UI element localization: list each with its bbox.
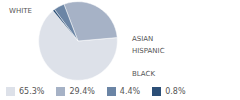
html-text:4.4%: 4.4%: [119, 86, 141, 96]
svg-text:WHITE: WHITE: [9, 7, 32, 15]
svg-text:ASIAN: ASIAN: [132, 35, 153, 43]
html-text:65.3%: 65.3%: [19, 86, 45, 96]
svg-text:HISPANIC: HISPANIC: [132, 47, 165, 55]
html-text:0.8%: 0.8%: [165, 86, 186, 96]
html-text:29.4%: 29.4%: [69, 86, 95, 96]
svg-text:BLACK: BLACK: [132, 70, 155, 78]
